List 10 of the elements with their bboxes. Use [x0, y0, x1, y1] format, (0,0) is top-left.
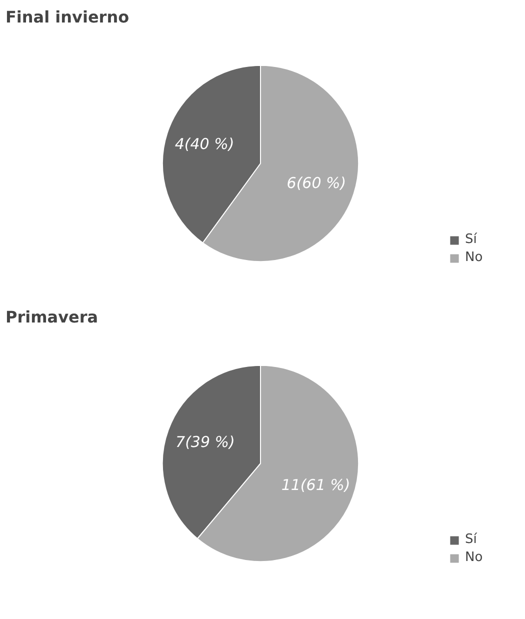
chart-title: Primavera [6, 308, 98, 326]
legend-label: No [465, 550, 484, 565]
legend-label: Sí [465, 532, 478, 547]
legend-label: No [465, 250, 484, 265]
data-label: 4(40 %) [174, 134, 234, 153]
chart-title: Final invierno [6, 8, 130, 26]
legend-label: Sí [465, 232, 478, 247]
data-label: 7(39 %) [176, 432, 235, 451]
data-label: 6(60 %) [286, 174, 346, 192]
data-label: 11(61 %) [281, 476, 350, 494]
